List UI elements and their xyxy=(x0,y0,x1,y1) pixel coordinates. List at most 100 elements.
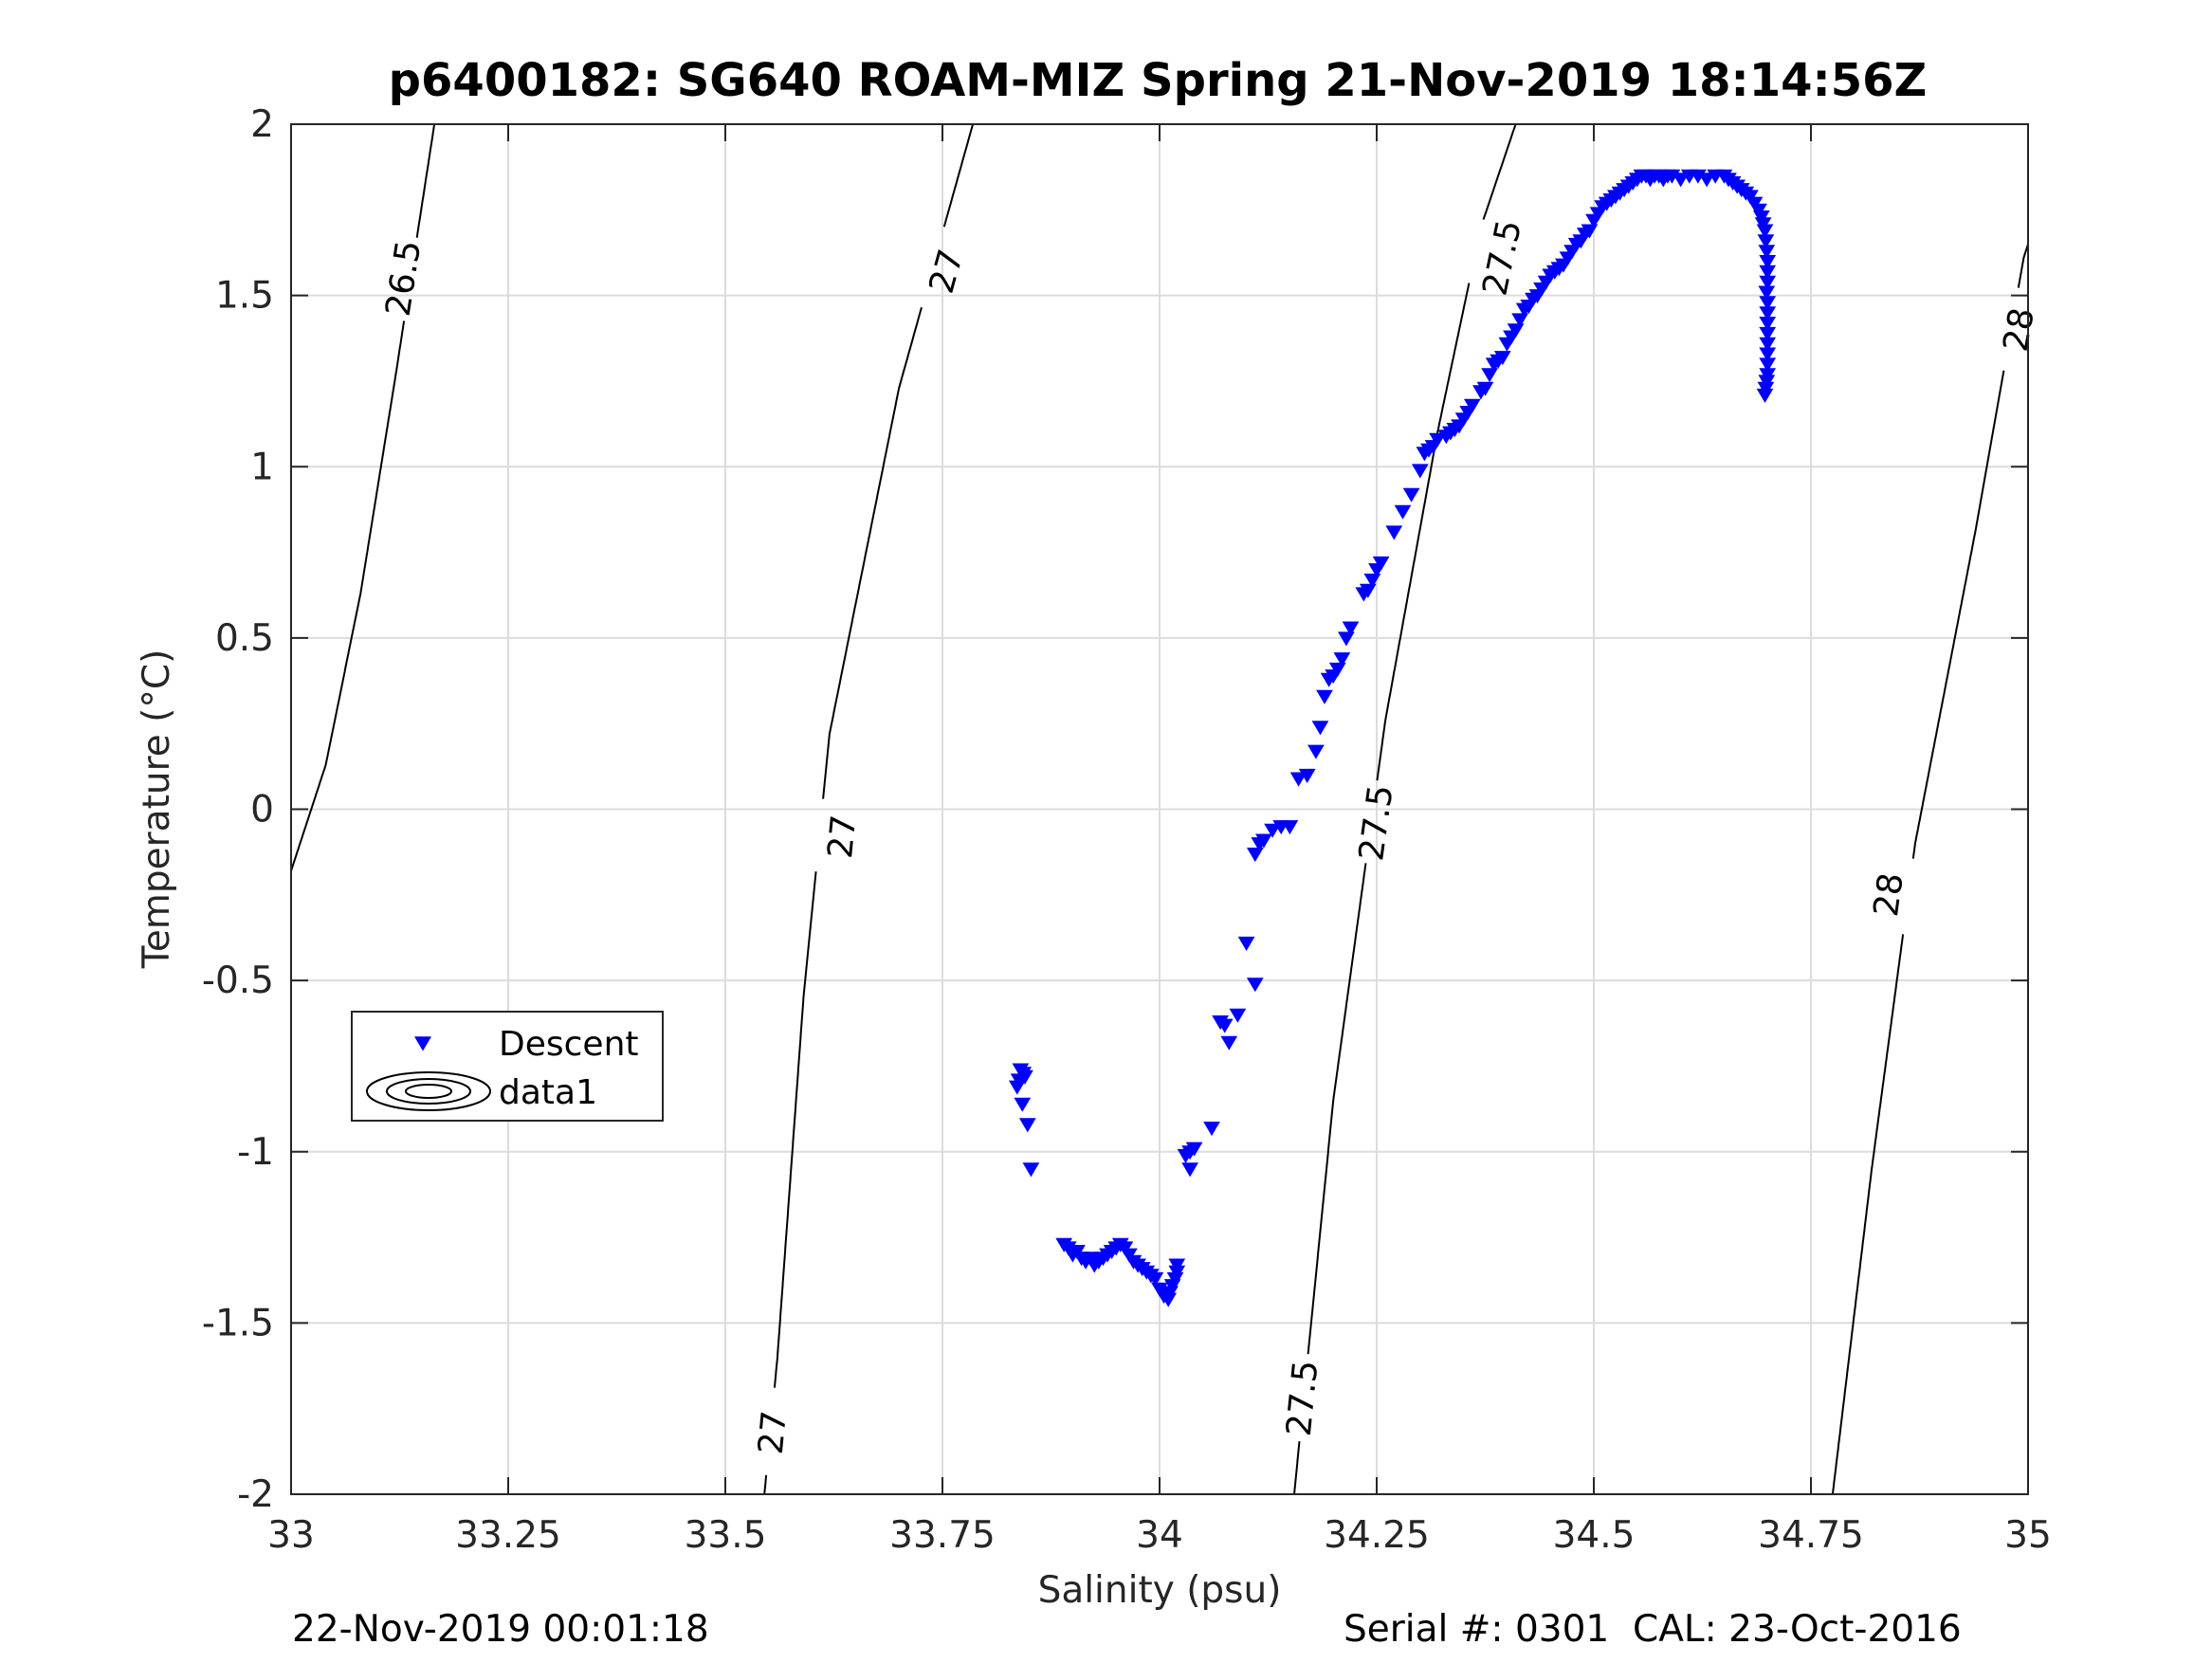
descent-point xyxy=(1476,381,1494,396)
descent-point xyxy=(1759,347,1777,362)
descent-point xyxy=(1757,234,1775,249)
x-tick-label: 34.75 xyxy=(1758,1514,1864,1557)
descent-point xyxy=(1758,285,1776,301)
descent-point xyxy=(1338,631,1355,647)
descent-point xyxy=(1394,504,1412,520)
descent-point xyxy=(1022,1162,1040,1178)
x-tick-label: 33.5 xyxy=(685,1514,767,1557)
y-tick-label: -1 xyxy=(237,1131,274,1174)
descent-point xyxy=(1759,296,1777,311)
descent-point xyxy=(1463,398,1481,413)
descent-point xyxy=(1246,848,1264,863)
descent-point xyxy=(1307,744,1325,759)
x-tick-label: 35 xyxy=(2004,1514,2052,1557)
legend-triangle-icon xyxy=(414,1036,431,1051)
descent-point xyxy=(1328,662,1346,677)
descent-point xyxy=(1759,326,1777,341)
descent-point xyxy=(1759,255,1777,270)
descent-point xyxy=(1759,317,1777,332)
descent-point xyxy=(1359,583,1377,598)
y-tick-label: -1.5 xyxy=(202,1302,274,1344)
axis-ticks: 33 33.25 33.5 33.75 34 34.25 34.5 34.75 35 2 1.5 1 0… xyxy=(202,103,2052,1557)
isopycnal-label: 28 xyxy=(1867,870,1911,919)
descent-point xyxy=(1289,772,1307,787)
descent-point xyxy=(1229,1008,1247,1023)
legend-contour-icon xyxy=(366,1071,491,1111)
descent-point xyxy=(1018,1118,1036,1133)
y-tick-label: -0.5 xyxy=(202,959,274,1002)
x-tick-label: 34.25 xyxy=(1324,1514,1430,1557)
descent-point xyxy=(1168,1258,1186,1273)
descent-point xyxy=(1411,464,1429,479)
descent-point xyxy=(1672,173,1690,188)
descent-point xyxy=(1402,487,1420,503)
x-tick-label: 33.75 xyxy=(889,1514,996,1557)
isopycnal-line xyxy=(763,123,975,1495)
legend-label-descent: Descent xyxy=(499,1025,639,1064)
legend-label-data1: data1 xyxy=(499,1073,597,1112)
descent-point xyxy=(1698,173,1715,188)
descent-point xyxy=(1298,768,1316,783)
descent-point xyxy=(1481,368,1498,383)
descent-point xyxy=(1333,652,1351,667)
descent-point xyxy=(1255,833,1272,849)
x-tick-label: 33.25 xyxy=(455,1514,561,1557)
descent-point xyxy=(1008,1080,1026,1095)
isopycnal-28: 28 28 xyxy=(1831,244,2042,1495)
descent-point xyxy=(1203,1122,1220,1137)
legend-descent-marker xyxy=(414,1036,431,1051)
x-tick-label: 34.5 xyxy=(1553,1514,1636,1557)
descent-point xyxy=(1185,1142,1203,1157)
y-tick-label: 2 xyxy=(250,103,274,146)
descent-point xyxy=(1264,823,1281,838)
descent-point xyxy=(1759,306,1777,321)
isopycnal-line xyxy=(1831,244,2029,1495)
footer-timestamp: 22-Nov-2019 00:01:18 xyxy=(292,1608,709,1651)
descent-point xyxy=(1316,689,1333,704)
isopycnal-line xyxy=(1293,123,1517,1495)
descent-point xyxy=(1385,525,1403,540)
isopycnal-label: 28 xyxy=(1997,305,2042,355)
footer-serial-cal: Serial #: 0301 CAL: 23-Oct-2016 xyxy=(1344,1608,1962,1651)
descent-point xyxy=(1220,1035,1238,1051)
descent-point xyxy=(1758,245,1776,260)
isopycnal-label: 27 xyxy=(821,813,864,861)
x-tick-label: 34 xyxy=(1136,1514,1183,1557)
descent-point xyxy=(1759,265,1777,280)
descent-point xyxy=(1281,820,1299,835)
y-tick-label: -2 xyxy=(237,1473,274,1516)
descent-point xyxy=(1581,224,1599,239)
descent-point xyxy=(1246,978,1264,993)
descent-point xyxy=(1756,388,1774,403)
descent-point xyxy=(1759,337,1777,352)
isopycnal-label: 27.5 xyxy=(1280,1359,1326,1438)
descent-point xyxy=(1014,1097,1032,1112)
y-tick-label: 0.5 xyxy=(215,617,274,660)
x-tick-label: 33 xyxy=(267,1514,315,1557)
isopycnal-label: 27 xyxy=(752,1409,795,1455)
descent-point xyxy=(1372,556,1390,571)
descent-point xyxy=(1216,1018,1234,1033)
descent-point xyxy=(1237,936,1255,951)
y-tick-label: 1 xyxy=(250,446,274,488)
descent-point xyxy=(1342,621,1360,636)
descent-point xyxy=(1181,1162,1198,1178)
y-axis-label: Temperature (°C) xyxy=(136,649,178,970)
legend: Descent data1 xyxy=(351,1011,664,1122)
descent-points xyxy=(1008,169,1777,1307)
x-axis-label: Salinity (psu) xyxy=(1038,1569,1282,1612)
descent-point xyxy=(1311,721,1329,736)
descent-point xyxy=(1429,432,1446,448)
y-tick-label: 1.5 xyxy=(215,275,274,318)
legend-box xyxy=(351,1011,664,1122)
descent-point xyxy=(1759,275,1777,290)
y-tick-label: 0 xyxy=(250,789,274,832)
descent-point xyxy=(1759,357,1777,373)
descent-point xyxy=(1756,224,1774,239)
descent-point xyxy=(1507,323,1525,338)
chart-title: p6400182: SG640 ROAM-MIZ Spring 21-Nov-2… xyxy=(389,54,1928,107)
descent-point xyxy=(1493,351,1511,366)
descent-point xyxy=(1511,313,1528,328)
